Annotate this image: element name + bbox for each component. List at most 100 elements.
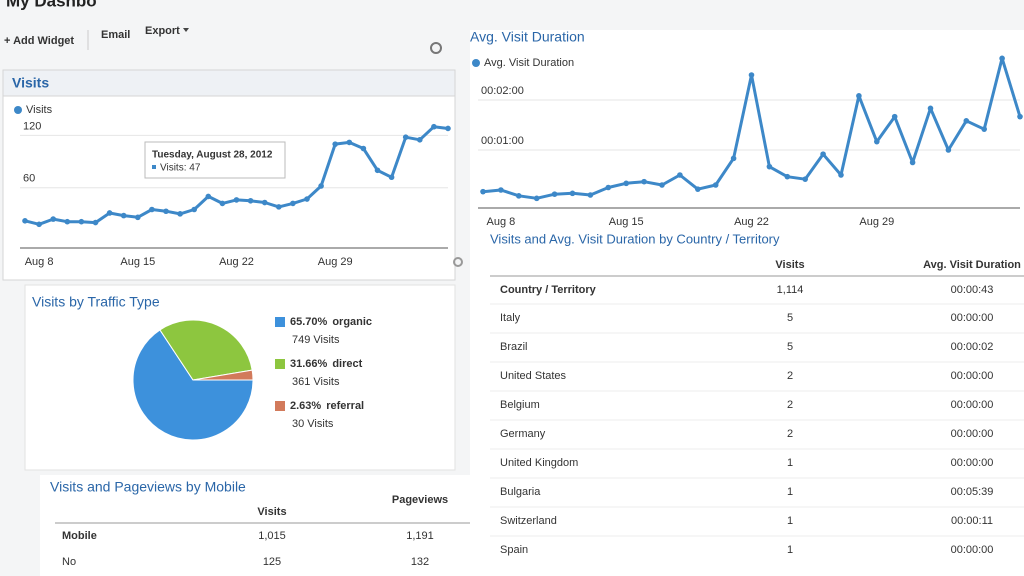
table-cell: Bulgaria bbox=[500, 486, 541, 498]
data-point bbox=[163, 208, 169, 215]
tooltip-swatch bbox=[152, 165, 156, 169]
table-title: Visits and Pageviews by Mobile bbox=[50, 479, 246, 495]
legend-swatch bbox=[275, 359, 285, 369]
table-cell: 00:00:00 bbox=[951, 544, 994, 556]
data-point bbox=[945, 147, 952, 153]
dropdown-arrow bbox=[183, 28, 189, 32]
table-cell: 2 bbox=[787, 399, 793, 411]
data-point bbox=[891, 113, 898, 120]
table-total: 1,191 bbox=[406, 530, 434, 542]
table-cell: 1 bbox=[787, 544, 793, 556]
table-cell: 00:00:02 bbox=[951, 341, 994, 353]
data-point bbox=[587, 192, 594, 198]
legend-name: organic bbox=[332, 316, 372, 328]
data-point bbox=[388, 174, 395, 181]
chart-title: Visits bbox=[12, 75, 49, 91]
y-tick-label: 60 bbox=[23, 173, 35, 185]
export-button[interactable]: Export bbox=[145, 25, 180, 37]
data-point bbox=[927, 105, 934, 112]
data-point bbox=[50, 216, 56, 222]
x-tick-label: Aug 29 bbox=[859, 216, 894, 228]
data-point bbox=[659, 182, 665, 188]
table-cell: 00:05:39 bbox=[951, 486, 994, 498]
data-point bbox=[784, 173, 791, 180]
y-tick-label: 120 bbox=[23, 120, 41, 132]
table-cell: Belgium bbox=[500, 399, 540, 411]
data-point bbox=[120, 212, 127, 219]
data-point bbox=[106, 210, 113, 216]
pie-slice bbox=[192, 369, 254, 381]
table-cell: 132 bbox=[411, 556, 429, 568]
legend-marker bbox=[14, 106, 22, 114]
data-point bbox=[999, 55, 1005, 62]
column-header: Pageviews bbox=[392, 494, 448, 506]
legend-label: 2.63% referral bbox=[290, 400, 364, 412]
table-cell: 00:00:00 bbox=[951, 370, 994, 382]
tooltip: Tuesday, August 28, 2012 Visits: 47 bbox=[144, 141, 286, 179]
data-point bbox=[480, 188, 486, 195]
table-cell: Spain bbox=[500, 544, 528, 556]
data-point bbox=[838, 172, 844, 178]
legend-label: 31.66% direct bbox=[290, 358, 363, 370]
table-total: 00:00:43 bbox=[951, 284, 994, 296]
table-cell: No bbox=[62, 556, 76, 568]
data-point bbox=[516, 193, 522, 199]
table-cell: Brazil bbox=[500, 341, 528, 353]
data-point bbox=[290, 200, 296, 207]
data-point bbox=[332, 141, 339, 147]
data-point bbox=[1017, 113, 1023, 120]
x-tick-label: Aug 8 bbox=[25, 256, 54, 268]
x-tick-label: Aug 22 bbox=[219, 256, 254, 268]
data-point bbox=[766, 163, 773, 170]
data-point bbox=[623, 180, 629, 187]
tooltip-date: Tuesday, August 28, 2012 bbox=[152, 150, 273, 161]
data-point bbox=[247, 197, 254, 204]
data-point bbox=[569, 190, 576, 197]
page-title: My Dashbo bbox=[6, 0, 97, 10]
data-point bbox=[78, 218, 85, 225]
data-point bbox=[64, 218, 71, 225]
table-cell: 2 bbox=[787, 428, 793, 440]
legend-value: 65.70% bbox=[290, 316, 328, 328]
table-cell: 5 bbox=[787, 312, 793, 324]
legend-visits: 30 Visits bbox=[292, 418, 334, 430]
table-cell: 00:00:00 bbox=[951, 399, 994, 411]
legend-label: Visits bbox=[26, 104, 53, 116]
chart-title: Visits by Traffic Type bbox=[32, 294, 160, 310]
data-point bbox=[712, 182, 719, 188]
add-widget[interactable]: + Add Widget bbox=[4, 35, 74, 47]
x-tick-label: Aug 29 bbox=[318, 256, 353, 268]
column-header: Visits bbox=[257, 506, 286, 518]
data-point bbox=[417, 136, 423, 143]
legend-value: 31.66% bbox=[290, 358, 328, 370]
legend-label: Avg. Visit Duration bbox=[484, 57, 574, 69]
settings-icon[interactable] bbox=[430, 42, 442, 54]
data-point bbox=[981, 126, 987, 132]
data-point bbox=[802, 176, 808, 182]
data-point bbox=[36, 221, 42, 228]
data-point bbox=[92, 219, 99, 226]
column-header: Country / Territory bbox=[500, 284, 597, 296]
right-widget bbox=[470, 30, 1024, 576]
data-point bbox=[445, 125, 451, 132]
data-point bbox=[677, 172, 683, 178]
mobile-widget bbox=[40, 475, 470, 576]
x-tick-label: Aug 8 bbox=[487, 216, 516, 228]
table-total: 1,114 bbox=[777, 284, 804, 296]
x-tick-label: Aug 15 bbox=[609, 216, 644, 228]
data-point bbox=[963, 118, 970, 124]
table-title: Visits and Avg. Visit Duration by Countr… bbox=[490, 231, 780, 246]
table-cell: United Kingdom bbox=[500, 457, 578, 469]
table-cell: 1 bbox=[787, 515, 793, 527]
legend-label: 65.70% organic bbox=[290, 316, 372, 328]
legend-marker bbox=[472, 59, 480, 67]
data-point bbox=[909, 159, 916, 166]
chart-title: Avg. Visit Duration bbox=[470, 29, 585, 45]
email-button[interactable]: Email bbox=[101, 29, 130, 41]
settings-icon[interactable] bbox=[453, 257, 463, 267]
data-point bbox=[149, 206, 155, 213]
pie-slice bbox=[132, 329, 254, 441]
data-point bbox=[261, 199, 268, 206]
table-cell: 00:00:00 bbox=[951, 457, 994, 469]
legend-swatch bbox=[275, 401, 285, 411]
